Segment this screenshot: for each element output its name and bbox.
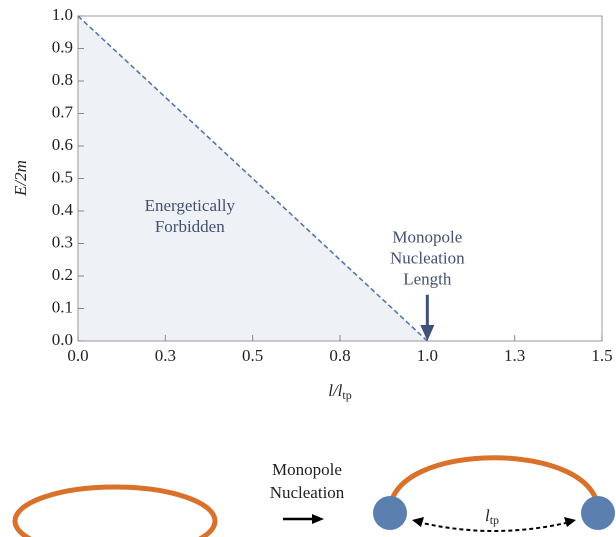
annotation-arrowhead [420,325,435,341]
y-axis-label: E/2m [11,160,30,197]
y-tick-label: 0.5 [52,167,73,186]
length-subscript: tp [490,513,499,527]
annotation: Forbidden [155,217,225,236]
forbidden-region [78,16,428,341]
y-tick-label: 0.1 [52,297,73,316]
x-axis-label: l/ltp [328,381,352,402]
diagram: Monopole Nucleation ltp [12,455,615,537]
x-label-main: l/l [328,381,342,400]
y-tick-label: 0.0 [52,330,73,349]
y-tick-label: 1.0 [52,5,73,24]
x-tick-label: 1.3 [504,346,525,365]
y-tick-label: 0.8 [52,70,73,89]
process-arrowhead [312,514,324,524]
y-tick-label: 0.4 [52,200,74,219]
annotation: Nucleation [390,249,465,268]
open-string [387,455,601,512]
length-arrow [417,521,571,532]
y-tick-label: 0.7 [52,102,74,121]
x-tick-label: 1.5 [591,346,612,365]
y-tick-label: 0.9 [52,37,73,56]
process-label: Monopole [272,460,342,479]
y-tick-label: 0.6 [52,135,73,154]
process-label: Nucleation [270,483,345,502]
x-tick-label: 0.8 [329,346,350,365]
y-tick-label: 0.3 [52,232,73,251]
x-tick-label: 0.5 [242,346,263,365]
x-tick-label: 0.0 [67,346,88,365]
y-tick-label: 0.2 [52,265,73,284]
length-symbol: l [485,506,490,525]
arrowhead [412,517,424,527]
x-label-sub: tp [342,388,351,402]
annotation: Monopole [392,228,462,247]
annotation: Energetically [145,196,236,215]
x-tick-label: 1.0 [417,346,438,365]
closed-string [12,484,218,537]
length-label: ltp [485,506,499,527]
monopole [581,496,615,530]
arrowhead [564,517,576,527]
x-tick-label: 0.3 [155,346,176,365]
annotation: Length [403,270,452,289]
monopole [373,496,407,530]
